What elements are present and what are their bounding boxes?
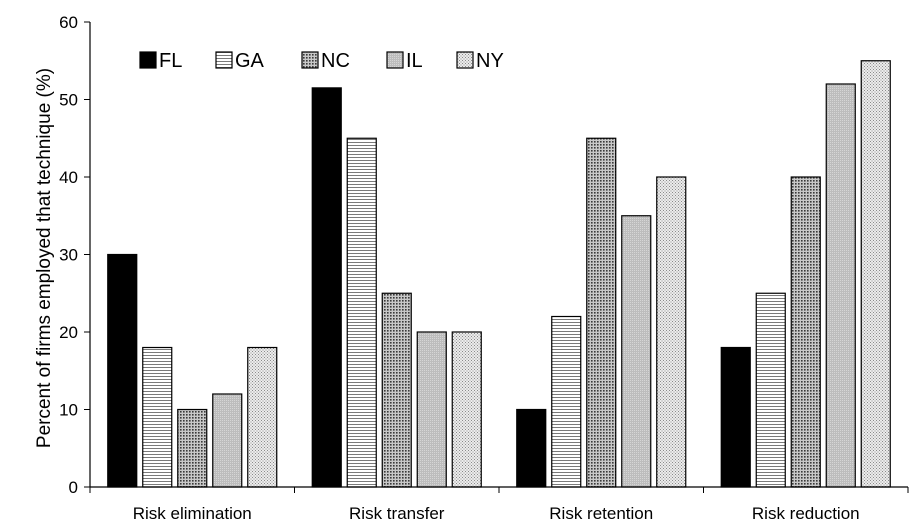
legend-swatch-fl: [139, 51, 157, 69]
y-tick-label: 0: [69, 478, 78, 497]
bar-nc-risk-transfer: [381, 292, 412, 488]
legend-swatch-ga: [215, 51, 233, 69]
bar-ga-risk-transfer: [346, 137, 377, 488]
legend-label-ga: GA: [235, 50, 265, 72]
bar-il-risk-elimination: [212, 393, 243, 488]
legend-label-fl: FL: [159, 50, 182, 72]
legend-label-nc: NC: [321, 50, 350, 72]
bar-ny-risk-reduction: [860, 60, 891, 488]
x-tick-label: Risk retention: [549, 504, 653, 523]
bar-nc-risk-elimination: [177, 408, 208, 488]
bar-fl-risk-reduction: [720, 346, 751, 488]
legend-swatch-nc: [301, 51, 319, 69]
y-tick-label: 60: [59, 13, 78, 32]
x-tick-label: Risk transfer: [349, 504, 445, 523]
bar-nc-risk-retention: [586, 137, 617, 488]
bar-ga-risk-retention: [551, 315, 582, 488]
legend-swatch-ny: [456, 51, 474, 69]
bar-fl-risk-transfer: [311, 87, 342, 488]
bar-ny-risk-retention: [656, 176, 687, 488]
legend-label-ny: NY: [476, 50, 504, 72]
bar-il-risk-retention: [621, 215, 652, 488]
bar-fl-risk-elimination: [107, 253, 138, 488]
x-tick-label: Risk reduction: [752, 504, 860, 523]
bar-ga-risk-reduction: [755, 292, 786, 488]
y-tick-label: 10: [59, 401, 78, 420]
y-tick-label: 50: [59, 91, 78, 110]
bar-ga-risk-elimination: [142, 346, 173, 488]
bar-il-risk-reduction: [825, 83, 856, 488]
legend-label-il: IL: [406, 50, 423, 72]
legend-swatch-il: [386, 51, 404, 69]
bar-il-risk-transfer: [416, 331, 447, 488]
y-tick-label: 40: [59, 168, 78, 187]
legend: FL GA NC IL NY: [139, 50, 504, 72]
bar-fl-risk-retention: [516, 408, 547, 488]
x-tick-label: Risk elimination: [133, 504, 252, 523]
axes: [89, 22, 908, 488]
y-axis-label: Percent of firms employed that technique…: [34, 68, 55, 448]
bar-nc-risk-reduction: [790, 176, 821, 488]
bar-ny-risk-elimination: [247, 346, 278, 488]
y-tick-label: 20: [59, 323, 78, 342]
x-axis-labels: Risk elimination Risk transfer Risk retent…: [89, 487, 909, 523]
y-axis-ticks: 0 10 20 30 40 50 60: [59, 13, 90, 497]
bars: [107, 60, 891, 488]
y-tick-label: 30: [59, 246, 78, 265]
bar-ny-risk-transfer: [451, 331, 482, 488]
